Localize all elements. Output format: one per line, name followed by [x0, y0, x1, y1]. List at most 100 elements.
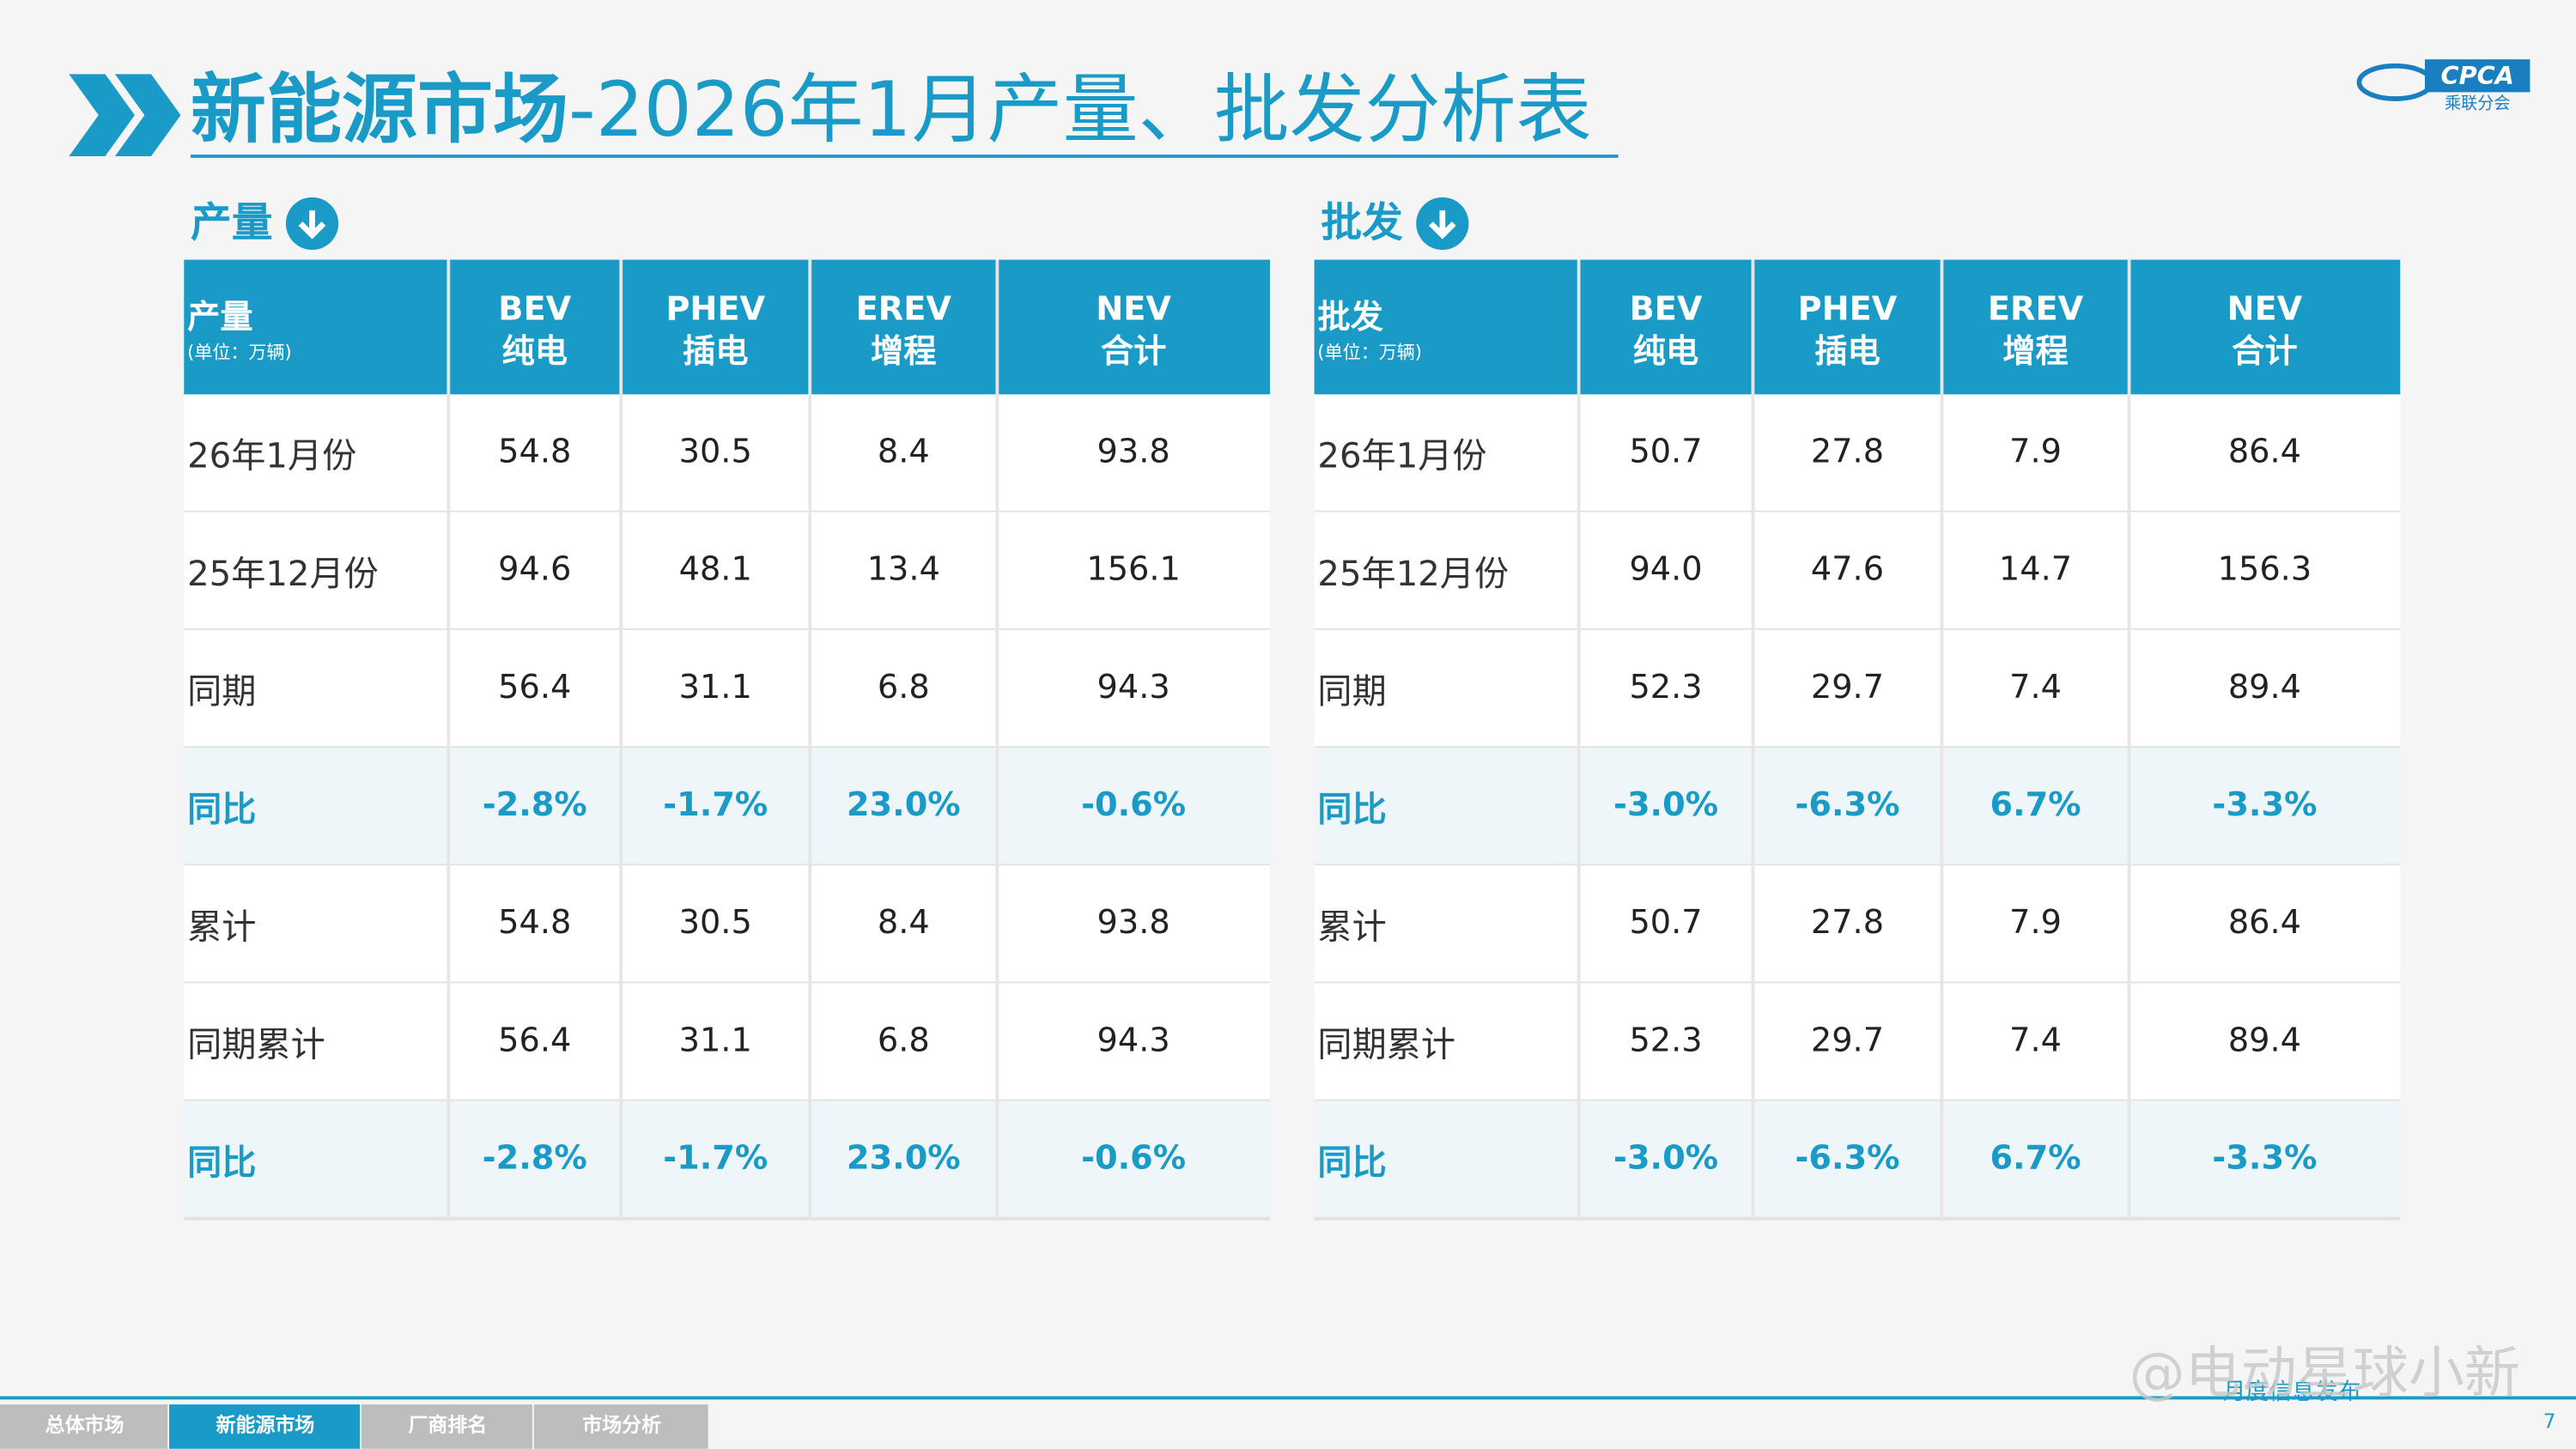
- corner-title: 产量: [187, 298, 253, 336]
- cell-value: 52.3: [1629, 1021, 1702, 1059]
- table-row-bg: [184, 629, 1270, 748]
- cell-value: 50.7: [1629, 433, 1702, 471]
- cell-value: 6.8: [878, 1021, 930, 1059]
- column-code: EREV: [1988, 289, 2084, 328]
- cell-value: 56.4: [498, 1021, 571, 1059]
- section-label: 产量: [191, 199, 273, 246]
- cell-value: 31.1: [679, 1021, 752, 1059]
- column-code: PHEV: [1798, 289, 1898, 328]
- section-arrow: [1429, 210, 1456, 239]
- footer-tab-label: 总体市场: [46, 1413, 125, 1436]
- logo-text: CPCA: [2441, 61, 2514, 90]
- cell-value: 13.4: [867, 550, 940, 589]
- cell-value: 47.6: [1811, 550, 1884, 589]
- row-label: 同比: [187, 790, 256, 829]
- table-row-bg: [1314, 629, 2401, 748]
- cell-value: 30.5: [679, 903, 752, 942]
- cell-value: 7.9: [2009, 903, 2062, 942]
- cell-value: 94.3: [1097, 668, 1170, 706]
- cell-value: 23.0%: [847, 785, 961, 824]
- cell-value: -1.7%: [663, 785, 768, 824]
- title: 新能源市场-2026年1月产量、批发分析表: [191, 65, 1592, 154]
- table-row-bg: [184, 983, 1270, 1101]
- footer-tab-label: 市场分析: [582, 1413, 661, 1436]
- cell-value: 52.3: [1629, 668, 1702, 706]
- cell-value: 93.8: [1097, 433, 1170, 471]
- cell-value: 156.1: [1086, 550, 1181, 589]
- footer-tab-label: 厂商排名: [408, 1413, 487, 1436]
- title-sub: -2026年1月产量、批发分析表: [568, 65, 1592, 154]
- corner-unit: (单位：万辆): [1317, 342, 1422, 363]
- cell-value: -3.0%: [1613, 1139, 1718, 1178]
- cell-value: -0.6%: [1081, 1139, 1186, 1178]
- cell-value: 8.4: [878, 903, 930, 942]
- column-name: 增程: [871, 332, 937, 371]
- cell-value: -1.7%: [663, 1139, 768, 1178]
- column-code: BEV: [1630, 289, 1703, 328]
- cell-value: 14.7: [1999, 550, 2072, 589]
- footer-tab: [169, 1404, 361, 1449]
- cell-value: 86.4: [2228, 433, 2301, 471]
- row-label: 同比: [187, 1143, 256, 1183]
- cell-value: -3.3%: [2212, 1139, 2317, 1178]
- table-row-bg: [1314, 1100, 2401, 1219]
- cell-value: 156.3: [2218, 550, 2312, 589]
- chevrons: [69, 74, 181, 157]
- cell-value: -0.6%: [1081, 785, 1186, 824]
- logo: CPCA 乘联分会: [2356, 59, 2530, 112]
- row-label: 累计: [1317, 907, 1386, 947]
- cell-value: 89.4: [2228, 1021, 2301, 1059]
- cell-value: 56.4: [498, 668, 571, 706]
- column-name: 增程: [2002, 332, 2069, 371]
- row-label: 累计: [187, 907, 256, 947]
- table-row-bg: [1314, 983, 2401, 1101]
- row-label: 26年1月份: [1317, 437, 1486, 476]
- row-label: 同比: [1317, 790, 1386, 829]
- footer-tab: [361, 1404, 532, 1449]
- section-arrow: [298, 210, 326, 239]
- cell-value: 89.4: [2228, 668, 2301, 706]
- row-label: 同期: [1317, 672, 1386, 712]
- table-row-bg: [184, 512, 1270, 630]
- page-number: 7: [2543, 1411, 2556, 1434]
- table-row-bg: [184, 865, 1270, 984]
- footer-tab: [533, 1404, 708, 1449]
- cell-value: 94.6: [498, 550, 571, 589]
- cell-value: 6.7%: [1990, 785, 2081, 824]
- column-name: 插电: [683, 332, 749, 371]
- table-row-bg: [1314, 747, 2401, 866]
- corner-unit: (单位：万辆): [187, 342, 292, 363]
- column-name: 合计: [1101, 332, 1167, 371]
- column-code: EREV: [856, 289, 952, 328]
- cell-value: -6.3%: [1795, 1139, 1899, 1178]
- footer-note: 月度信息发布: [2223, 1379, 2361, 1405]
- cell-value: 6.7%: [1990, 1139, 2081, 1178]
- cell-value: 50.7: [1629, 903, 1702, 942]
- row-label: 25年12月份: [1317, 555, 1509, 594]
- column-code: BEV: [498, 289, 571, 328]
- column-name: 插电: [1814, 332, 1880, 371]
- row-label: 同期累计: [187, 1026, 325, 1065]
- cell-value: 27.8: [1811, 433, 1884, 471]
- cell-value: 31.1: [679, 668, 752, 706]
- cell-value: 7.9: [2009, 433, 2062, 471]
- table-row-bg: [1314, 512, 2401, 630]
- cell-value: -2.8%: [483, 785, 587, 824]
- title-main: 新能源市场: [191, 65, 568, 154]
- cell-value: 29.7: [1811, 668, 1884, 706]
- table-row-bg: [1314, 865, 2401, 984]
- row-label: 同期累计: [1317, 1026, 1455, 1065]
- column-name: 合计: [2232, 332, 2298, 371]
- column-code: PHEV: [665, 289, 765, 328]
- cell-value: 48.1: [679, 550, 752, 589]
- row-label: 同比: [1317, 1143, 1386, 1183]
- table-header-bg: [1314, 259, 2401, 395]
- table-header-bg: [184, 259, 1270, 395]
- cell-value: 30.5: [679, 433, 752, 471]
- row-label: 26年1月份: [187, 437, 356, 476]
- logo-sub: 乘联分会: [2445, 93, 2511, 112]
- cell-value: 6.8: [878, 668, 930, 706]
- cell-value: 7.4: [2009, 1021, 2062, 1059]
- cell-value: -3.0%: [1613, 785, 1718, 824]
- cell-value: 54.8: [498, 433, 571, 471]
